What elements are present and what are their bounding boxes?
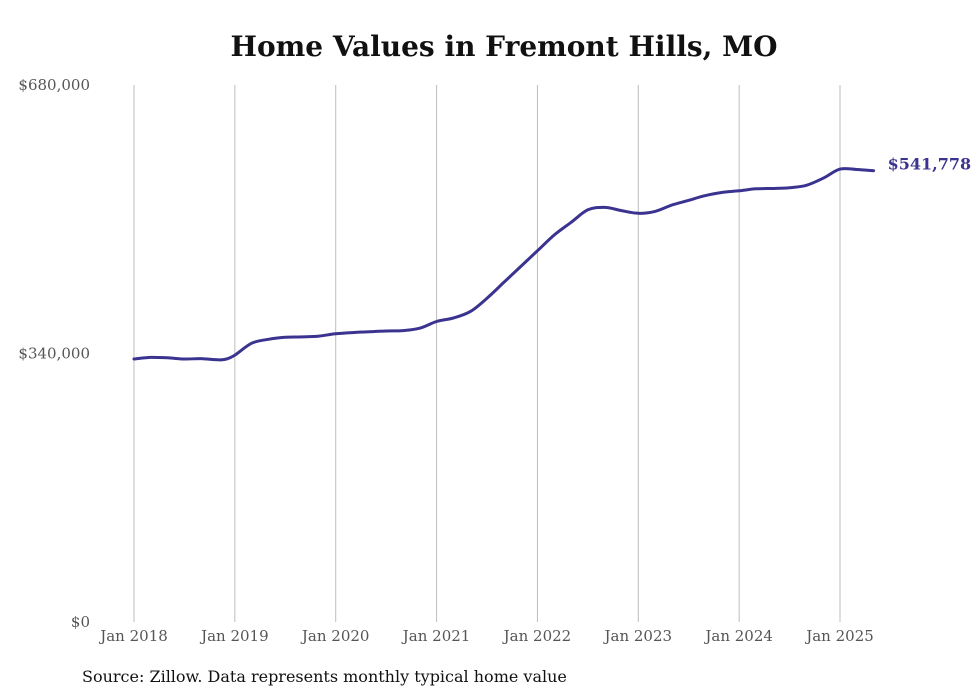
y-axis-ticks: $0 $340,000 $680,000: [18, 76, 90, 631]
y-tick-label: $680,000: [18, 76, 90, 94]
y-tick-label: $0: [71, 613, 90, 631]
home-value-line: [132, 167, 876, 362]
x-tick-label: Jan 2022: [502, 627, 572, 645]
x-axis-ticks: Jan 2018 Jan 2019 Jan 2020 Jan 2021 Jan 2022…: [98, 627, 874, 645]
x-tick-label: Jan 2025: [804, 627, 874, 645]
x-tick-label: Jan 2018: [98, 627, 168, 645]
chart-title: Home Values in Fremont Hills, MO: [230, 30, 778, 63]
source-note: Source: Zillow. Data represents monthly …: [82, 667, 567, 686]
x-tick-label: Jan 2021: [401, 627, 471, 645]
gridlines: [133, 85, 841, 622]
y-tick-label: $340,000: [18, 345, 90, 363]
x-tick-label: Jan 2024: [703, 627, 773, 645]
x-tick-label: Jan 2023: [603, 627, 673, 645]
x-tick-label: Jan 2020: [300, 627, 370, 645]
last-value-label: $541,778: [888, 155, 972, 174]
x-tick-label: Jan 2019: [199, 627, 269, 645]
